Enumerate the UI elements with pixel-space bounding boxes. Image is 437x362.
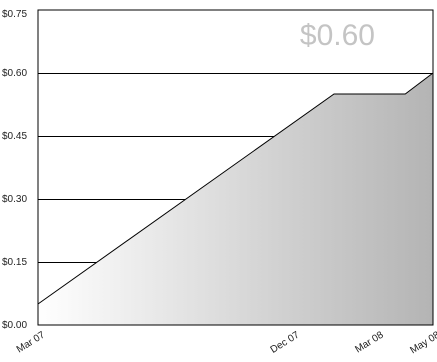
x-tick-label: Dec 07 <box>269 329 302 355</box>
area-series <box>37 72 434 325</box>
y-tick-label: $0.00 <box>2 320 27 331</box>
area-fill <box>38 73 433 325</box>
x-axis-tick-labels: Mar 07 Dec 07 Mar 08 May 08 <box>15 329 437 356</box>
y-axis-tick-labels: $0.00 $0.15 $0.30 $0.45 $0.60 $0.75 <box>2 9 27 331</box>
y-tick-label: $0.15 <box>2 257 27 268</box>
y-tick-label: $0.60 <box>2 68 27 79</box>
series-line <box>37 72 434 305</box>
x-tick-label: May 08 <box>408 329 437 356</box>
y-tick-label: $0.30 <box>2 194 27 205</box>
plot-frame <box>37 9 434 326</box>
x-tick-label: Mar 08 <box>353 329 386 355</box>
current-value-label: $0.60 <box>300 19 375 52</box>
x-tick-label: Mar 07 <box>15 329 48 355</box>
y-tick-label: $0.75 <box>2 9 27 20</box>
y-tick-label: $0.45 <box>2 131 27 142</box>
